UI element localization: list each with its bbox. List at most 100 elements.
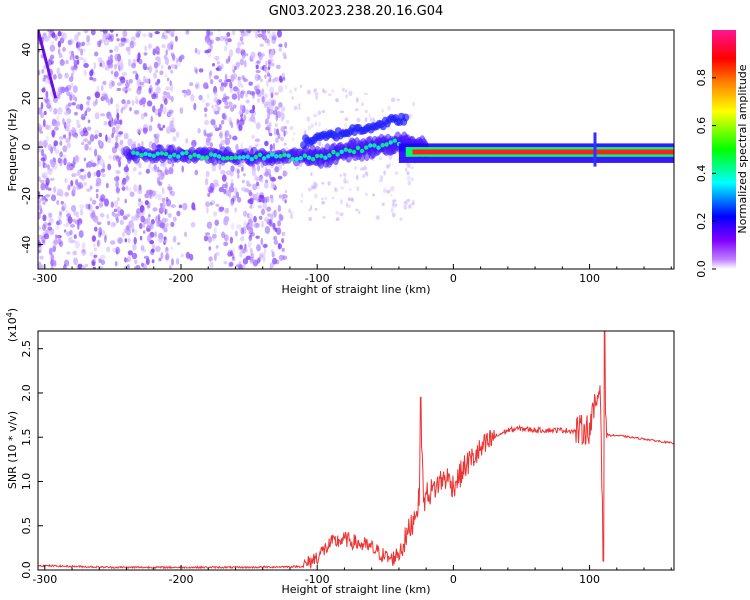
spectrogram-noise-blob [296, 167, 299, 170]
spectrogram-noise-blob [263, 31, 267, 40]
spectrogram-noise-blob [135, 33, 141, 38]
spectrogram-noise-blob [158, 181, 163, 186]
y-tick-label: 40 [20, 43, 33, 57]
spectrogram-noise-blob [62, 117, 65, 125]
spectrogram-ridge-core [286, 153, 291, 158]
spectrogram-noise-blob [100, 194, 106, 202]
spectrogram-noise-blob [168, 95, 172, 101]
spectrogram-noise-blob [65, 122, 71, 128]
spectrogram-noise-blob [334, 187, 338, 193]
spectrogram-noise-blob [155, 86, 161, 94]
spectrogram-noise-blob [118, 159, 122, 168]
spectrogram-noise-blob [149, 223, 154, 230]
spectrogram-noise-blob [239, 121, 244, 126]
spectrogram-noise-blob [240, 142, 243, 150]
spectrogram-noise-blob [127, 213, 131, 218]
spectrogram-noise-blob [38, 234, 43, 240]
spectrogram-noise-blob [236, 168, 240, 174]
spectrogram-noise-blob [242, 263, 246, 269]
spectrogram-noise-blob [406, 171, 410, 176]
spectrogram-noise-blob [224, 105, 230, 109]
spectrogram-ridge-core [212, 153, 218, 158]
spectrogram-noise-blob [153, 61, 159, 69]
spectrogram-noise-blob [247, 199, 253, 204]
spectrogram-noise-blob [355, 174, 359, 181]
spectrogram-noise-blob [144, 45, 148, 52]
spectrogram-noise-blob [54, 148, 60, 155]
spectrogram-noise-blob [346, 180, 349, 184]
spectrogram-noise-blob [261, 95, 265, 104]
spectrogram-noise-blob [207, 134, 213, 141]
spectrogram-noise-blob [254, 194, 258, 202]
spectrogram-noise-blob [102, 80, 107, 86]
y-tick-label: 1.0 [20, 473, 33, 491]
spectrogram-noise-blob [78, 45, 81, 52]
spectrogram-noise-blob [106, 214, 110, 219]
spectrogram-noise-blob [190, 94, 195, 102]
spectrogram-noise-blob [197, 50, 201, 55]
spectrogram-noise-blob [299, 84, 303, 88]
spectrogram-noise-blob [312, 186, 317, 190]
snr-y-multiplier: (x104) [5, 308, 19, 342]
spectrogram-noise-blob [119, 209, 125, 216]
spectrogram-noise-blob [90, 212, 96, 219]
spectrogram-noise-blob [123, 180, 126, 186]
spectrogram-noise-blob [153, 134, 157, 138]
spectrogram-noise-blob [201, 99, 206, 103]
spectrogram-noise-blob [127, 237, 131, 244]
spectrogram-noise-blob [189, 82, 194, 87]
spectrogram-noise-blob [288, 208, 291, 214]
spectrogram-noise-blob [355, 108, 359, 112]
spectrogram-noise-blob [239, 250, 243, 258]
spectrogram-noise-blob [271, 177, 277, 182]
spectrogram-noise-blob [263, 172, 269, 177]
spectrogram-noise-blob [122, 177, 127, 185]
spectrogram-noise-blob [240, 75, 245, 81]
spectrogram-noise-blob [108, 115, 113, 122]
spectrogram-noise-blob [255, 64, 259, 70]
spectrogram-noise-blob [135, 32, 141, 38]
spectrogram-noise-blob [38, 107, 43, 115]
spectrogram-noise-blob [126, 264, 130, 269]
spectrogram-noise-blob [79, 208, 84, 216]
spectrogram-noise-blob [229, 261, 234, 267]
spectrogram-ridge-core [216, 154, 222, 159]
spectrogram-noise-blob [94, 91, 101, 99]
spectrogram-noise-blob [142, 33, 147, 38]
spectrogram-noise-blob [264, 74, 267, 79]
spectrogram-noise-blob [115, 188, 121, 192]
spectrogram-ridge-core [253, 154, 259, 160]
spectrogram-noise-blob [316, 140, 321, 146]
spectrogram-noise-blob [124, 256, 127, 263]
spectrogram-noise-blob [125, 46, 131, 52]
spectrogram-noise-blob [244, 249, 248, 253]
spectrogram-noise-blob [98, 155, 102, 161]
spectrogram-noise-blob [334, 186, 337, 191]
spectrogram-noise-blob [210, 79, 214, 85]
spectrogram-noise-blob [100, 259, 106, 266]
spectrogram-noise-blob [87, 140, 92, 145]
spectrogram-noise-blob [162, 124, 166, 129]
spectrogram-noise-blob [246, 90, 252, 95]
spectrogram-noise-blob [270, 58, 275, 63]
spectrogram-noise-blob [92, 243, 96, 247]
spectrogram-noise-blob [118, 131, 124, 135]
spectrogram-noise-blob [38, 140, 43, 148]
spectrogram-noise-blob [223, 79, 227, 88]
spectrogram-noise-blob [255, 235, 260, 239]
spectrogram-noise-blob [112, 222, 117, 227]
spectrogram-noise-blob [218, 79, 223, 83]
spectrogram-noise-blob [66, 90, 71, 96]
spectrogram-noise-blob [105, 134, 108, 142]
spectrogram-noise-blob [282, 170, 287, 177]
spectrogram-noise-blob [232, 256, 235, 262]
spectrogram-noise-blob [67, 184, 71, 191]
spectrogram-noise-blob [170, 125, 176, 130]
spectrogram-noise-blob [321, 109, 326, 114]
spectrogram-noise-blob [124, 238, 128, 243]
spectrogram-noise-blob [121, 71, 127, 77]
spectrogram-noise-blob [355, 97, 359, 103]
spectrogram-noise-blob [399, 217, 403, 221]
spectrogram-noise-blob [280, 126, 286, 133]
spectrogram-noise-blob [152, 207, 158, 212]
